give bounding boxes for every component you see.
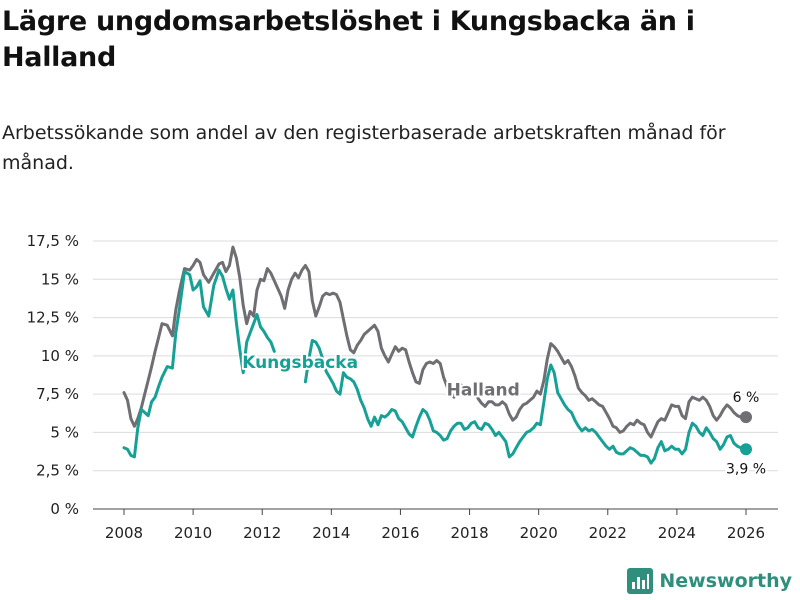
y-tick-label: 12,5 % [27, 309, 79, 327]
kungsbacka-label: Kungsbacka [242, 353, 358, 373]
brand-name: Newsworthy [659, 570, 792, 592]
halland-end-marker [740, 411, 752, 424]
halland-label: Halland [447, 381, 520, 401]
gridlines [93, 240, 778, 510]
kungsbacka-line [303, 339, 748, 465]
x-tick-label: 2016 [381, 524, 419, 542]
x-tick-label: 2020 [520, 524, 558, 542]
x-axis-ticks: 2008 2010 2012 2014 2016 2018 2020 2022 2024 2026 [105, 509, 765, 542]
x-tick-label: 2026 [727, 524, 765, 542]
y-tick-label: 5 % [50, 423, 79, 441]
x-tick-label: 2008 [105, 524, 143, 542]
brand: Newsworthy [627, 568, 792, 594]
y-tick-label: 10 % [41, 347, 79, 365]
x-tick-label: 2014 [312, 524, 350, 542]
kungsbacka-end-marker [740, 443, 752, 456]
series-labels: Kungsbacka Halland 6 % 3,9 % [240, 351, 768, 479]
kungsbacka-end-value: 3,9 % [726, 461, 766, 477]
y-tick-label: 7,5 % [36, 385, 79, 403]
y-tick-label: 0 % [50, 500, 79, 518]
y-axis-ticks: 0 % 2,5 % 5 % 7,5 % 10 % 12,5 % 15 % 17,5 % [27, 232, 79, 518]
x-tick-label: 2018 [450, 524, 488, 542]
x-tick-label: 2024 [658, 524, 696, 542]
x-tick-label: 2012 [243, 524, 281, 542]
series-lines [122, 245, 752, 465]
halland-end-value: 6 % [733, 390, 760, 406]
x-tick-label: 2022 [589, 524, 627, 542]
x-tick-label: 2010 [174, 524, 212, 542]
newsworthy-bar-chart-logo-icon [627, 568, 654, 594]
chart-subtitle: Arbetssökande som andel av den registerb… [2, 122, 726, 174]
halland-line [122, 245, 748, 439]
y-tick-label: 2,5 % [36, 462, 79, 480]
y-tick-label: 17,5 % [27, 232, 79, 250]
y-tick-label: 15 % [41, 270, 79, 288]
kungsbacka-line [122, 268, 276, 459]
chart-title: Lägre ungdomsarbetslöshet i Kungsbacka ä… [2, 6, 695, 73]
